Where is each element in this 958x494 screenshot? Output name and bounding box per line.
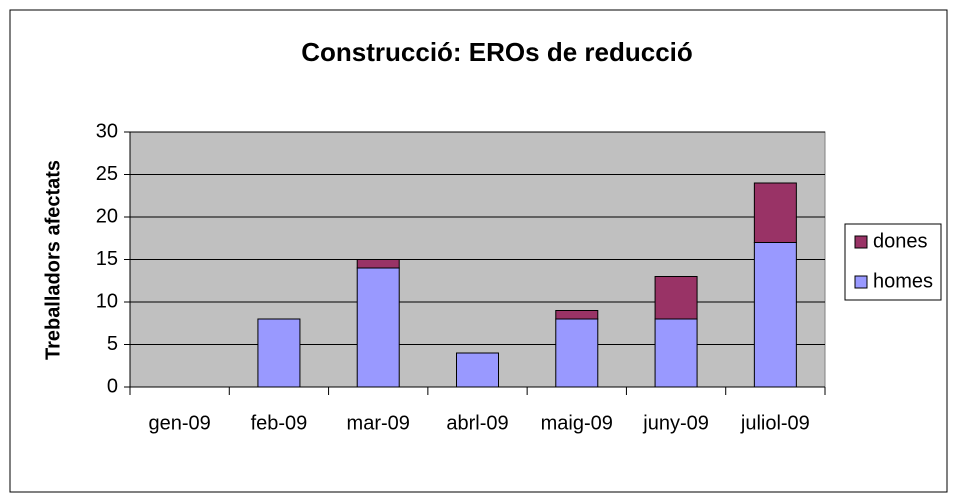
x-tick-label: juliol-09 — [740, 412, 810, 434]
legend-label: dones — [873, 230, 928, 252]
legend-swatch — [854, 235, 868, 249]
x-tick-label: maig-09 — [541, 412, 613, 434]
bar-segment — [555, 318, 599, 388]
legend-swatch — [854, 275, 868, 289]
bar-segment — [555, 310, 599, 320]
bar-segment — [654, 276, 698, 320]
x-tick-label: abrl-09 — [446, 412, 508, 434]
bar-segment — [753, 182, 797, 243]
y-tick-label: 25 — [96, 163, 118, 185]
bar-segment — [456, 352, 499, 388]
y-tick-label: 30 — [96, 120, 118, 142]
bar-segment — [654, 318, 698, 388]
x-tick-label: gen-09 — [149, 412, 211, 434]
legend-label: homes — [873, 270, 933, 292]
x-tick-label: juny-09 — [642, 412, 709, 434]
y-tick-label: 20 — [96, 205, 118, 227]
y-tick-label: 0 — [107, 375, 118, 397]
y-axis-label: Treballadors afectats — [42, 160, 64, 360]
bar-segment — [356, 259, 400, 269]
bar-segment — [356, 267, 400, 388]
y-tick-label: 10 — [96, 290, 118, 312]
bar-segment — [257, 318, 301, 388]
x-tick-label: feb-09 — [251, 412, 308, 434]
chart-title: Construcció: EROs de reducció — [301, 37, 693, 67]
y-tick-label: 5 — [107, 333, 118, 355]
x-tick-label: mar-09 — [347, 412, 410, 434]
y-tick-label: 15 — [96, 248, 118, 270]
bar-segment — [753, 242, 797, 388]
